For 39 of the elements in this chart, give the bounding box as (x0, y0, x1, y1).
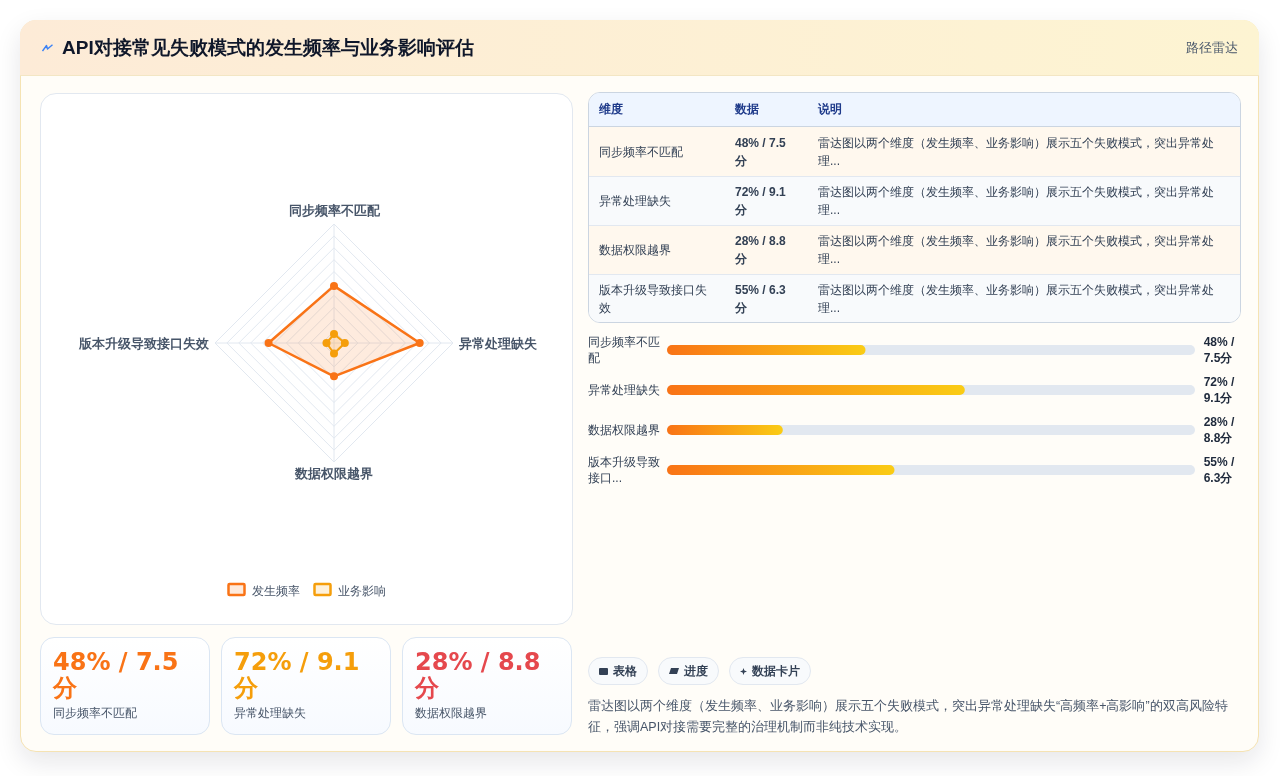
text: 28% / 8.8分 (415, 648, 542, 702)
y-tick-label: 异常处理缺失 (588, 382, 661, 398)
text: 路径雷达 (1186, 38, 1238, 57)
text: 55% / 6.3分 (734, 282, 787, 317)
text: 28% / 8.8分 (734, 233, 787, 268)
y-tick-label: 版本升级导致接口... (588, 454, 661, 486)
data-label: 28% / 8.8分 (1203, 414, 1236, 446)
text: 48% / 7.5分 (734, 134, 787, 170)
text: 数据卡片 (752, 663, 800, 679)
text: 数据权限越界 (415, 705, 488, 721)
y-tick-label: 数据权限越界 (588, 422, 661, 438)
text: 雷达图以两个维度（发生频率、业务影响）展示五个失败模式，突出异常处理... (817, 233, 1215, 268)
text: 维度 (598, 101, 624, 118)
text: 72% / 9.1分 (734, 184, 787, 219)
legend-label: 发生频率 (251, 583, 300, 598)
text: 说明 (817, 101, 843, 118)
text: 数据 (734, 101, 760, 118)
text: 48% / 7.5分 (53, 648, 180, 702)
y-tick-label: 同步频率不匹配 (588, 334, 661, 366)
spoke-label: 数据权限越界 (294, 467, 373, 481)
text: 异常处理缺失 (234, 705, 307, 721)
text: 版本升级导致接口失效 (598, 282, 708, 317)
text: 表格 (613, 663, 637, 679)
legend-label: 业务影响 (337, 583, 386, 598)
text: 雷达图以两个维度（发生频率、业务影响）展示五个失败模式，突出异常处理缺失“高频率+高影响”的双高风险特征，强调API对接需要完整的治理机制而非纯技术实现。 (588, 698, 1229, 736)
data-label: 72% / 9.1分 (1203, 374, 1236, 406)
text: API对接常见失败模式的发生频率与业务影响评估 (62, 35, 474, 60)
data-label: 48% / 7.5分 (1203, 334, 1236, 366)
spoke-label: 版本升级导致接口失效 (78, 335, 210, 351)
bar (666, 425, 783, 435)
text: 进度 (684, 663, 708, 679)
text: 72% / 9.1分 (234, 648, 361, 702)
spoke-label: 异常处理缺失 (458, 336, 537, 351)
text: 雷达图以两个维度（发生频率、业务影响）展示五个失败模式，突出异常处理... (817, 282, 1215, 317)
text: 雷达图以两个维度（发生频率、业务影响）展示五个失败模式，突出异常处理... (817, 184, 1215, 219)
text: 雷达图以两个维度（发生频率、业务影响）展示五个失败模式，突出异常处理... (817, 134, 1215, 170)
text: 同步频率不匹配 (53, 705, 138, 721)
data-label: 55% / 6.3分 (1203, 454, 1236, 486)
spoke-label: 同步频率不匹配 (288, 203, 381, 218)
